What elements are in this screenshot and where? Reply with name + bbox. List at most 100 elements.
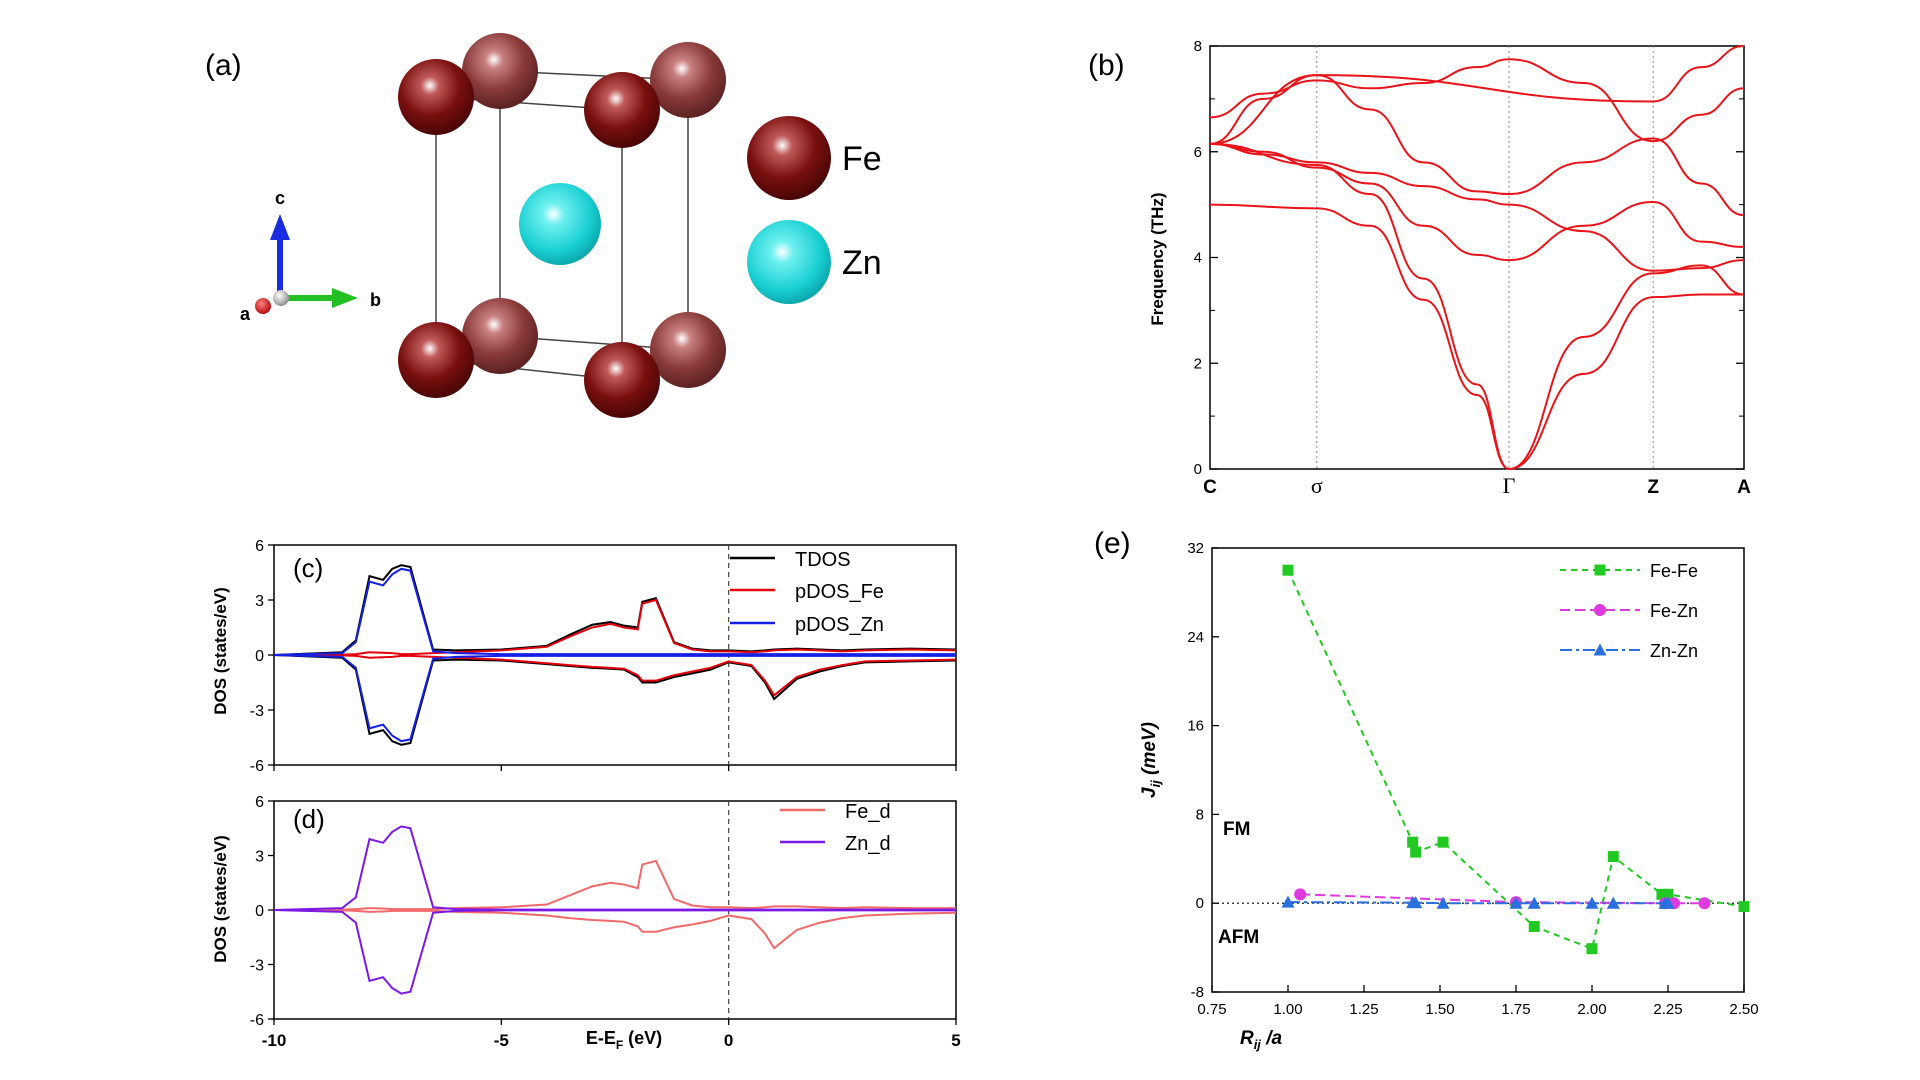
phonon-band [1209,203,1744,471]
data-point [1607,851,1619,863]
plot-frame [1209,45,1745,470]
y-tick-label: 3 [255,593,264,610]
x-tick-label: 0.75 [1197,1001,1226,1018]
data-point [1656,888,1668,900]
data-point [1436,896,1450,909]
y-tick-label: 3 [255,849,264,866]
dos-curve-tdos-down [273,654,957,746]
kpoint-tick-label: C [1203,477,1217,498]
fe-legend-label: Fe [842,140,882,178]
c-axis-arrow [270,214,290,240]
y-tick-label: 0 [255,903,264,920]
x-tick-label: 2.00 [1577,1001,1606,1018]
x-tick-label: -10 [262,1031,287,1050]
y-tick-label: 0 [1194,461,1202,478]
exchange-plot: 0.75 1.00 1.25 1.50 1.75 2.00 2.25 2.50 -8 0 8 16 24… [1187,540,1758,1018]
data-point [1409,896,1423,909]
kpoint-tick-label: σ [1311,473,1323,498]
data-point [1282,564,1294,576]
legend-label-zn-zn: Zn-Zn [1650,641,1698,661]
x-tick-label: 0 [724,1031,733,1050]
x-tick-label: 1.25 [1349,1001,1378,1018]
x-tick-label: 1.00 [1273,1001,1302,1018]
legend-label-zn-d: Zn_d [845,833,891,855]
energy-xlabel: E-EF (eV) [586,1028,662,1052]
y-tick-label: 16 [1187,718,1204,735]
y-tick-label: -8 [1191,984,1204,1001]
dos-curve-fe-d-up [273,859,956,911]
x-tick-label: -5 [494,1031,509,1050]
exchange-ylabel: Jij (meV) [1139,722,1163,798]
legend-label-fe-fe: Fe-Fe [1650,561,1698,581]
data-point [1586,943,1598,955]
data-point [1294,888,1307,901]
phonon-band [1209,142,1745,471]
kpoint-tick-label: Γ [1503,473,1516,498]
dos-curve-pdos-zn-down [273,654,956,743]
x-tick-label: 1.75 [1501,1001,1530,1018]
panel-b-label: (b) [1088,49,1125,82]
y-tick-label: 24 [1187,629,1204,646]
x-tick-label: 5 [951,1031,960,1050]
phonon-band [1209,58,1745,143]
fe-atom [650,312,726,388]
data-point [1585,896,1599,909]
dos-plot: -6 -3 0 3 6 [250,538,957,775]
a-axis-label: a [240,304,251,324]
y-tick-label: -6 [250,758,264,775]
d-dos-legend: Fe_d Zn_d [780,801,891,855]
data-point [1527,896,1541,909]
data-point [1662,888,1674,900]
legend-label-tdos: TDOS [795,549,851,571]
data-point [1509,896,1523,909]
data-point [1407,836,1419,848]
data-point [1593,643,1607,656]
y-tick-label: -3 [250,958,264,975]
data-point [1437,836,1449,848]
fe-atom [462,33,538,109]
data-point [1281,895,1295,908]
b-axis-arrow [332,288,358,308]
dos-curve-zn-d-down [273,909,956,995]
y-tick-label: 6 [255,538,264,555]
y-tick-label: 32 [1187,540,1204,557]
y-tick-label: 0 [1196,895,1204,912]
fe-atom [398,322,474,398]
panel-d: -6 -3 0 3 6 -10 -5 0 5 (d) DOS (states/eV) Fe_d … [211,794,961,1052]
exchange-xlabel: Rij /a [1240,1028,1283,1052]
fe-atom [462,298,538,374]
plot-frame [1211,547,1745,993]
dos-curve-tdos-up [273,564,957,656]
x-tick-label: 2.50 [1729,1001,1758,1018]
d-dos-plot: -6 -3 0 3 6 -10 -5 0 5 [250,794,961,1050]
phonon-band [1209,142,1745,272]
legend-label-fe-zn: Fe-Zn [1650,601,1698,621]
panel-a: (a) c b a [205,33,882,418]
y-tick-label: 6 [1194,144,1202,161]
zn-legend-label: Zn [842,244,882,282]
a-axis-ball [255,298,271,314]
legend-label-pdos-fe: pDOS_Fe [795,581,884,603]
b-axis-label: b [370,290,381,310]
zn-atom [519,183,601,265]
phonon-band [1209,45,1745,145]
y-tick-label: 8 [1194,38,1202,55]
afm-annotation: AFM [1218,927,1259,948]
y-tick-label: 2 [1194,355,1202,372]
data-point [1698,897,1711,910]
data-point [1410,846,1422,858]
panel-e: (e) 0.75 1.00 1.25 1.50 1.75 2.00 2.25 2.50 -8 0 8… [1094,527,1759,1052]
y-tick-label: 6 [255,794,264,811]
dos-curve-pdos-fe-down [273,654,957,697]
origin-ball [273,290,289,306]
y-tick-label: -3 [250,703,264,720]
panel-c-label: (c) [293,553,323,583]
data-point [1606,896,1620,909]
data-point [1738,901,1750,913]
panel-d-label: (d) [293,804,325,834]
c-axis-label: c [275,188,285,208]
x-tick-label: 1.50 [1425,1001,1454,1018]
